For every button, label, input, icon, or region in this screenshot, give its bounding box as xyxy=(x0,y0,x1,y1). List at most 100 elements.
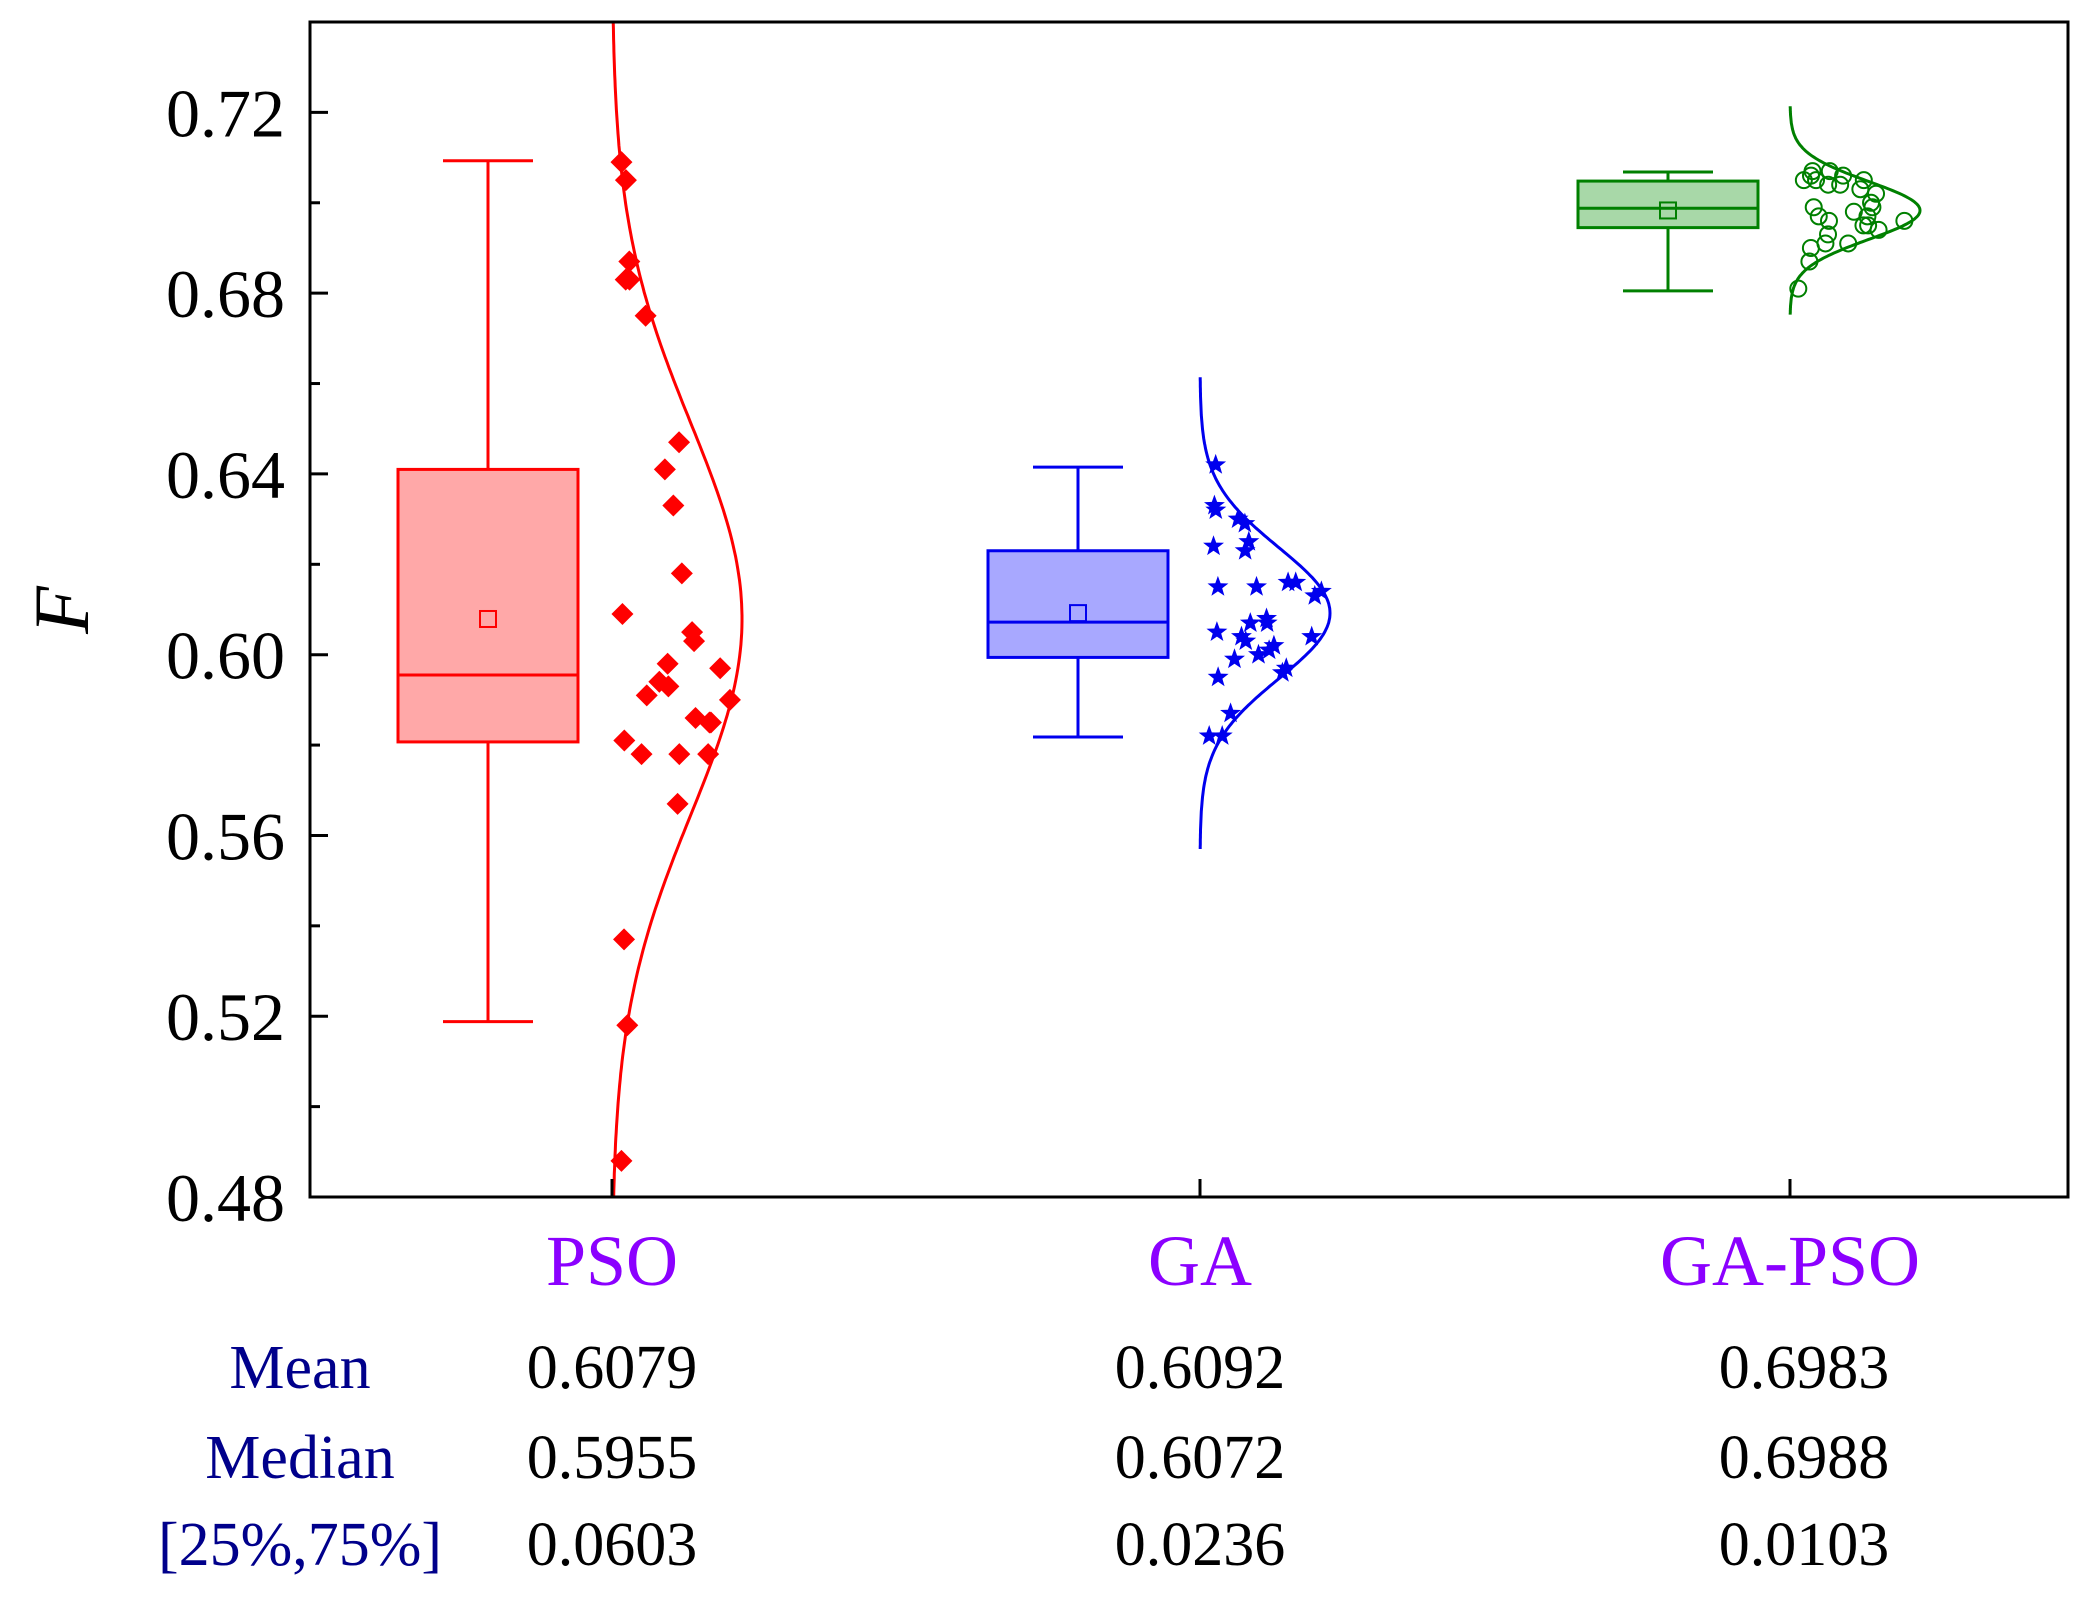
data-point-star xyxy=(1246,575,1267,596)
data-point-star xyxy=(1248,643,1269,664)
data-point-circle xyxy=(1800,252,1819,271)
distribution-curve xyxy=(1198,377,1332,849)
data-point-circle xyxy=(1819,211,1838,230)
data-point-diamond xyxy=(613,729,636,752)
data-point-star xyxy=(1211,725,1233,745)
y-tick-label: 0.64 xyxy=(166,437,285,513)
data-point-circle xyxy=(1839,234,1858,253)
data-point-diamond xyxy=(670,562,693,585)
data-point-star xyxy=(1263,634,1285,655)
data-point-diamond xyxy=(683,630,706,653)
data-point-diamond xyxy=(697,743,720,766)
data-point-diamond xyxy=(614,268,637,291)
distribution-curve xyxy=(611,21,744,1198)
box-iqr xyxy=(986,549,1170,659)
data-point-circle xyxy=(1867,184,1886,203)
data-point-diamond xyxy=(618,250,641,273)
data-point-diamond xyxy=(630,743,653,766)
mean-marker xyxy=(479,609,497,628)
data-point-diamond xyxy=(657,675,680,698)
data-point-star xyxy=(1234,512,1256,533)
data-point-star xyxy=(1205,453,1227,474)
data-point-star xyxy=(1207,666,1229,687)
box-iqr xyxy=(1576,179,1760,230)
data-point-circle xyxy=(1819,175,1838,194)
data-point-circle xyxy=(1851,180,1870,199)
data-point-star xyxy=(1238,530,1260,551)
y-tick-label: 0.52 xyxy=(166,979,285,1055)
stats-table: Mean 0.6079 0.6092 0.6983 Median 0.5955 0.6072… xyxy=(158,1334,1889,1579)
mean-marker xyxy=(1659,201,1677,220)
data-point-circle xyxy=(1789,279,1808,298)
data-point-diamond xyxy=(616,1014,639,1037)
data-point-diamond xyxy=(666,792,689,815)
data-point-diamond xyxy=(610,1149,633,1172)
y-tick-label: 0.72 xyxy=(166,75,285,151)
stat-value-iqr: 0.0236 xyxy=(1115,1511,1286,1579)
data-point-circle xyxy=(1854,171,1873,190)
data-point-star xyxy=(1231,625,1252,646)
y-tick-label: 0.48 xyxy=(166,1160,285,1236)
data-point-circle xyxy=(1804,198,1823,217)
data-point-star xyxy=(1304,584,1326,605)
stat-value-median: 0.5955 xyxy=(527,1424,698,1492)
data-point-diamond xyxy=(611,603,634,626)
data-point-diamond xyxy=(610,151,633,174)
data-point-circle xyxy=(1831,175,1850,194)
data-point-circle xyxy=(1809,207,1828,226)
data-point-diamond xyxy=(656,652,679,675)
data-point-star xyxy=(1198,725,1220,745)
data-point-star xyxy=(1310,580,1332,601)
series-ga-pso xyxy=(1576,106,1922,315)
data-point-diamond xyxy=(634,304,657,327)
stat-value-iqr: 0.0103 xyxy=(1719,1511,1890,1579)
stat-row-label-mean: Mean xyxy=(229,1334,370,1402)
axes: F 0.48 0.52 0.56 0.60 0.64 0.68 0.72 PSO GA GA-PS… xyxy=(18,20,2070,1301)
data-point-star xyxy=(1207,575,1229,596)
stat-value-mean: 0.6079 xyxy=(527,1334,698,1402)
data-point-star xyxy=(1272,661,1293,682)
y-tick-label: 0.60 xyxy=(166,618,285,694)
x-category-label: PSO xyxy=(546,1221,678,1301)
plot-area xyxy=(396,21,1922,1198)
mean-marker xyxy=(1069,604,1087,623)
data-point-circle xyxy=(1819,225,1838,244)
data-point-star xyxy=(1227,508,1249,528)
data-point-star xyxy=(1285,571,1307,592)
data-point-circle xyxy=(1816,234,1835,253)
data-point-star xyxy=(1203,535,1224,556)
data-point-star xyxy=(1258,639,1280,660)
plot-frame xyxy=(308,20,2070,1199)
data-point-diamond xyxy=(635,684,658,707)
data-point-circle xyxy=(1863,198,1882,217)
box-iqr xyxy=(396,467,580,744)
data-point-diamond xyxy=(614,169,637,192)
data-point-circle xyxy=(1820,162,1839,181)
stat-row-label-median: Median xyxy=(205,1424,394,1492)
data-point-diamond xyxy=(668,431,691,454)
stat-value-median: 0.6988 xyxy=(1719,1424,1890,1492)
data-point-circle xyxy=(1858,207,1877,226)
stat-row-label-iqr: [25%,75%] xyxy=(158,1511,442,1579)
data-point-star xyxy=(1275,657,1297,678)
data-point-diamond xyxy=(662,494,685,517)
series-pso xyxy=(396,21,744,1198)
data-point-diamond xyxy=(718,688,741,711)
data-point-star xyxy=(1256,612,1278,632)
data-point-diamond xyxy=(668,743,691,766)
data-point-circle xyxy=(1895,211,1914,230)
series-ga xyxy=(986,377,1332,849)
data-point-star xyxy=(1239,612,1261,632)
stat-value-mean: 0.6092 xyxy=(1115,1334,1286,1402)
x-category-label: GA xyxy=(1148,1221,1252,1301)
data-point-star xyxy=(1235,630,1257,650)
stat-value-mean: 0.6983 xyxy=(1719,1334,1890,1402)
data-point-circle xyxy=(1859,216,1878,235)
data-point-diamond xyxy=(698,711,721,734)
data-point-circle xyxy=(1834,166,1853,185)
data-point-star xyxy=(1301,625,1323,646)
x-category-label: GA-PSO xyxy=(1660,1221,1920,1301)
data-point-circle xyxy=(1794,171,1813,190)
data-point-circle xyxy=(1807,171,1826,190)
